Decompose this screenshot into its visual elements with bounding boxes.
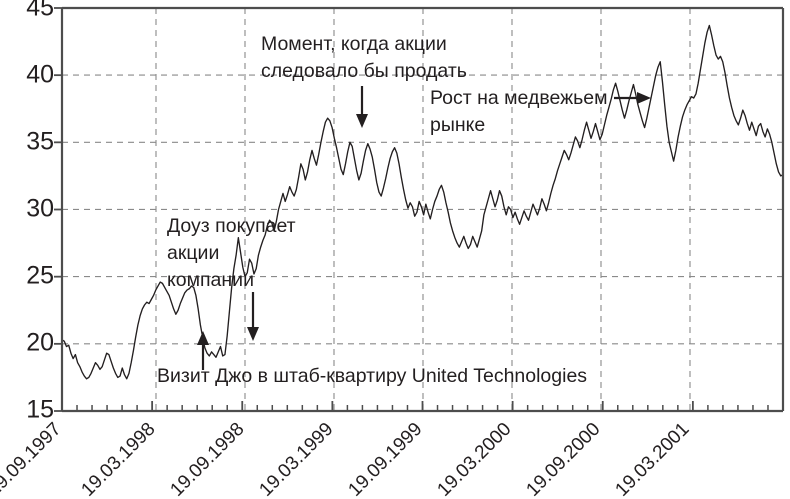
y-label-25: 25: [26, 262, 54, 290]
sell-moment-line1: Момент, когда акции: [261, 33, 447, 55]
y-axis-ticks: [54, 7, 62, 412]
dowes-line3: компании: [167, 269, 254, 291]
price-line-series: [61, 24, 784, 380]
dowes-line2: акции: [167, 242, 219, 264]
y-axis-labels: 45 40 35 30 25 20 15: [26, 0, 54, 424]
x-label-19-03-2000: 19.03.2000: [433, 419, 515, 499]
right-arrow-icon: [614, 92, 651, 104]
x-axis-labels: 19.09.1997 19.03.1998 19.09.1998 19.03.1…: [0, 419, 694, 499]
x-label-19-09-2000: 19.09.2000: [522, 419, 604, 499]
y-label-40: 40: [26, 61, 54, 89]
annotation-dowes-buys: Доуз покупает акции компании: [167, 215, 296, 341]
x-label-19-03-1998: 19.03.1998: [77, 419, 159, 499]
y-label-15: 15: [26, 396, 54, 424]
vertical-gridlines: [155, 8, 691, 411]
x-label-19-03-1999: 19.03.1999: [255, 419, 337, 499]
up-arrow-icon: [197, 331, 209, 370]
x-axis-ticks: [61, 401, 784, 411]
dowes-line1: Доуз покупает: [167, 215, 296, 237]
sell-moment-line2: следовало бы продать: [261, 60, 467, 82]
down-arrow-icon: [247, 292, 259, 341]
y-label-20: 20: [26, 329, 54, 357]
x-label-19-03-2001: 19.03.2001: [611, 419, 693, 499]
bear-rally-line2: рынке: [430, 114, 485, 136]
annotation-joe-visit: Визит Джо в штаб-квартиру United Technol…: [157, 331, 587, 387]
down-arrow-icon: [356, 86, 368, 128]
x-label-19-09-1997: 19.09.1997: [0, 419, 66, 499]
x-label-19-09-1999: 19.09.1999: [344, 419, 426, 499]
annotation-bear-rally: Рост на медвежьем рынке: [430, 87, 651, 136]
y-label-30: 30: [26, 195, 54, 223]
y-label-35: 35: [26, 128, 54, 156]
bear-rally-line1: Рост на медвежьем: [430, 87, 608, 109]
joe-visit-text: Визит Джо в штаб-квартиру United Technol…: [157, 365, 587, 387]
y-label-45: 45: [26, 0, 54, 22]
x-label-19-09-1998: 19.09.1998: [166, 419, 248, 499]
annotation-sell-moment: Момент, когда акции следовало бы продать: [261, 33, 467, 128]
